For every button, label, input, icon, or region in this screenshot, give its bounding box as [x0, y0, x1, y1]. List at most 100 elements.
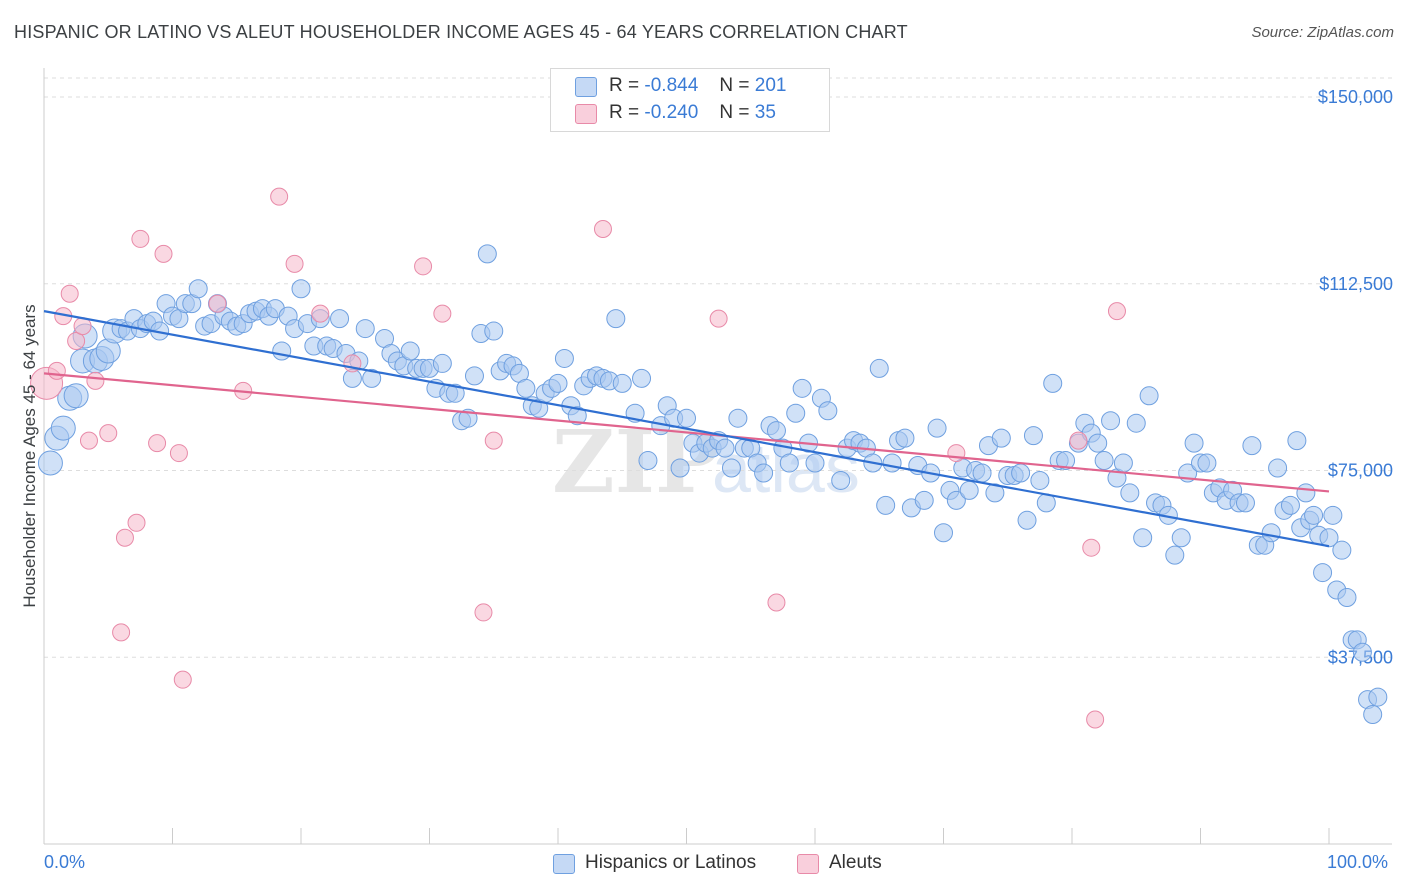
- hispanic-point: [1120, 483, 1140, 503]
- hispanic-point: [1011, 463, 1031, 483]
- hispanic-point: [991, 428, 1011, 448]
- legend-n-label: N =: [719, 75, 750, 96]
- hispanic-point: [670, 458, 690, 478]
- hispanic-point: [1165, 545, 1185, 565]
- hispanic-point: [63, 383, 89, 409]
- aleut-point: [148, 434, 167, 453]
- bottom-legend-swatch-aleuts: [797, 854, 819, 874]
- aleut-point: [1069, 431, 1088, 450]
- aleut-point: [1107, 302, 1126, 321]
- hispanic-point: [914, 490, 934, 510]
- x-tick-label-max: 100.0%: [1327, 852, 1389, 872]
- hispanic-point: [400, 341, 420, 361]
- hispanic-point: [1171, 528, 1191, 548]
- aleut-point: [173, 670, 192, 689]
- aleut-point: [1082, 538, 1101, 557]
- hispanic-point: [362, 368, 382, 388]
- aleut-point: [127, 513, 146, 532]
- hispanic-point: [786, 403, 806, 423]
- aleut-point: [270, 187, 289, 206]
- hispanic-point: [1287, 431, 1307, 451]
- hispanic-point: [1313, 563, 1333, 583]
- aleut-point: [1086, 710, 1105, 729]
- legend-r-value: -0.240: [644, 102, 699, 123]
- hispanic-point: [985, 483, 1005, 503]
- hispanic-point: [1332, 540, 1352, 560]
- aleut-point: [947, 444, 966, 463]
- source-label: Source: ZipAtlas.com: [1251, 24, 1394, 41]
- correlation-legend: R = -0.844 N = 201 R = -0.240 N = 35: [550, 68, 830, 132]
- trend-lines: [43, 310, 1330, 548]
- hispanic-point: [484, 321, 504, 341]
- aleut-point: [115, 528, 134, 547]
- hispanic-point: [1184, 433, 1204, 453]
- hispanic-point: [818, 401, 838, 421]
- aleut-point: [86, 371, 105, 390]
- aleut-point: [67, 332, 86, 351]
- hispanic-point: [1056, 451, 1076, 471]
- hispanic-point: [1126, 413, 1146, 433]
- legend-r-value: -0.844: [644, 75, 699, 96]
- hispanic-point: [638, 451, 658, 471]
- bottom-legend-swatch-hispanics: [553, 854, 575, 874]
- hispanic-point: [548, 373, 568, 393]
- hispanic-point: [882, 453, 902, 473]
- aleut-point: [79, 431, 98, 450]
- series-hispanics-points: [37, 244, 1388, 725]
- hispanic-point: [728, 408, 748, 428]
- hispanic-point: [934, 523, 953, 543]
- hispanic-point: [291, 279, 311, 299]
- aleut-point: [767, 593, 786, 612]
- y-tick-label: $75,000: [1328, 461, 1393, 481]
- legend-n-value: 35: [754, 102, 776, 123]
- hispanic-point: [677, 408, 696, 428]
- legend-swatch-aleuts: [575, 104, 597, 124]
- hispanic-point: [1242, 436, 1262, 456]
- hispanic-point: [606, 309, 626, 329]
- aleut-point: [593, 219, 612, 238]
- hispanic-point: [355, 319, 375, 339]
- hispanic-point: [612, 373, 632, 393]
- hispanic-point: [330, 309, 350, 329]
- hispanic-point: [1268, 458, 1288, 478]
- hispanic-point: [50, 415, 76, 441]
- aleut-point: [474, 603, 493, 622]
- hispanic-point: [516, 378, 536, 398]
- aleut-point: [112, 623, 131, 642]
- grid: [44, 77, 1392, 658]
- hispanic-point: [1304, 505, 1324, 525]
- hispanic-point: [1235, 493, 1255, 513]
- legend-swatch-hispanics: [575, 77, 597, 97]
- aleut-point: [484, 431, 503, 450]
- aleut-point: [131, 229, 150, 248]
- hispanic-point: [464, 366, 484, 386]
- hispanic-point: [1280, 495, 1300, 515]
- hispanic-point: [721, 458, 741, 478]
- aleut-point: [208, 294, 227, 313]
- aleut-point: [47, 361, 66, 380]
- hispanic-point: [554, 348, 574, 368]
- y-axis-label: Householder Income Ages 45 - 64 years: [20, 304, 39, 608]
- hispanic-point: [1352, 642, 1372, 662]
- aleut-point: [285, 254, 304, 273]
- aleut-point: [414, 257, 433, 276]
- aleut-point: [154, 244, 173, 263]
- hispanic-point: [869, 358, 889, 378]
- hispanic-point: [1030, 470, 1050, 490]
- hispanic-point: [1368, 687, 1388, 707]
- hispanic-point: [1323, 505, 1343, 525]
- aleut-point: [169, 444, 188, 463]
- hispanic-point: [766, 421, 786, 441]
- hispanic-point: [927, 418, 947, 438]
- hispanic-point: [445, 383, 465, 403]
- hispanic-point: [1363, 705, 1383, 725]
- aleut-point: [433, 304, 452, 323]
- hispanic-point: [1296, 483, 1316, 503]
- hispanic-trend-line: [43, 310, 1330, 548]
- hispanic-point: [1133, 528, 1153, 548]
- hispanic-point: [1101, 411, 1121, 431]
- hispanic-point: [1094, 451, 1114, 471]
- hispanic-point: [1319, 528, 1339, 548]
- aleut-trend-line: [43, 372, 1330, 493]
- hispanic-point: [477, 244, 497, 264]
